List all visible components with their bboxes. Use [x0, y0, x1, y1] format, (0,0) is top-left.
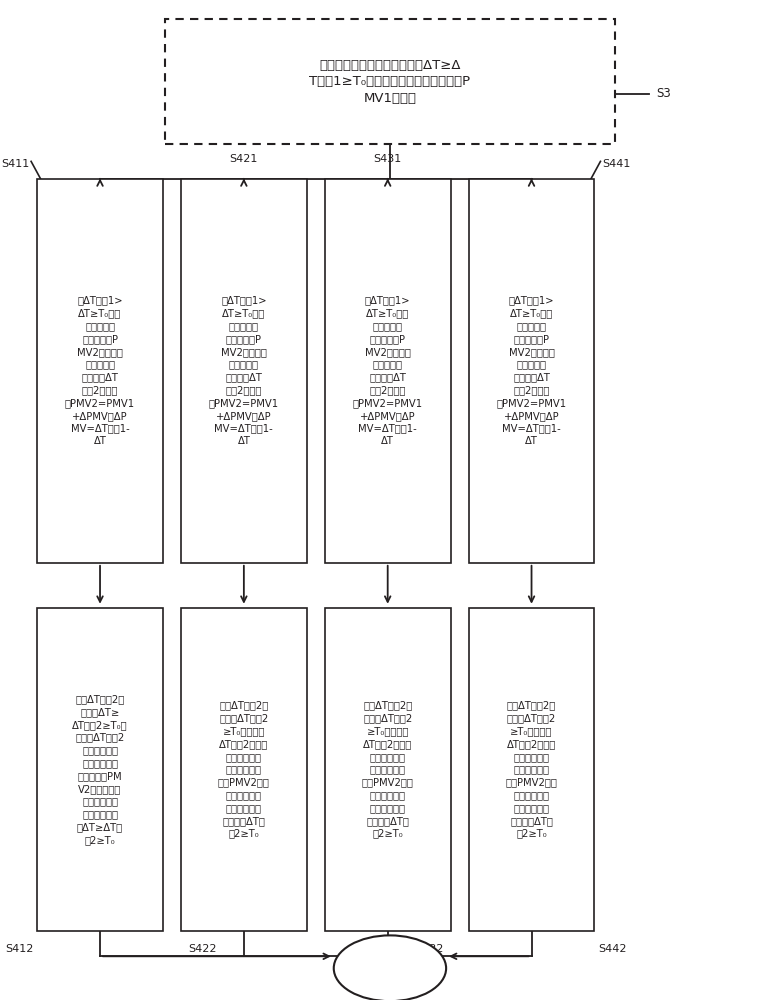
Text: 在内机阀出现反复波动时，若ΔT≥Δ
T高信1≥T₀，则控制内机阀在基准开度P
MV1下运行: 在内机阀出现反复波动时，若ΔT≥Δ T高信1≥T₀，则控制内机阀在基准开度P M… [310, 59, 470, 105]
Text: 若ΔT高信1>
ΔT≥T₀，则
控制内机阀
在修正开度P
MV2下运行，
并获取此时
的过热度ΔT
高信2，其中
，PMV2=PMV1
+ΔPMV，ΔP
MV=: 若ΔT高信1> ΔT≥T₀，则 控制内机阀 在修正开度P MV2下运行， 并获取… [353, 296, 423, 446]
Text: 结束: 结束 [381, 961, 398, 975]
Text: S411: S411 [2, 159, 29, 169]
Bar [469, 608, 594, 931]
Text: S422: S422 [188, 944, 217, 954]
Text: 获得ΔT高信2之
后，若ΔT高信2
≥T₀，则控制
ΔT高信2为目标
过热度，内机
阀保持在修正
开度PMV2下运
行，反之，则
继续调节内机
阀，直到ΔT高
: 获得ΔT高信2之 后，若ΔT高信2 ≥T₀，则控制 ΔT高信2为目标 过热度，内… [218, 701, 269, 839]
Text: 若ΔT高信1>
ΔT≥T₀，则
控制内机阀
在修正开度P
MV2下运行，
并获取此时
的过热度ΔT
高信2，其中
，PMV2=PMV1
+ΔPMV，ΔP
MV=: 若ΔT高信1> ΔT≥T₀，则 控制内机阀 在修正开度P MV2下运行， 并获取… [208, 296, 279, 446]
Ellipse shape [334, 935, 446, 1000]
Bar [469, 179, 594, 563]
Text: 若ΔT高信1>
ΔT≥T₀，则
控制内机阀
在修正开度P
MV2下运行，
并获取此时
的过热度ΔT
高信2，其中
，PMV2=PMV1
+ΔPMV，ΔP
MV=: 若ΔT高信1> ΔT≥T₀，则 控制内机阀 在修正开度P MV2下运行， 并获取… [496, 296, 567, 446]
Text: S412: S412 [5, 944, 33, 954]
Bar [325, 179, 451, 563]
Text: S431: S431 [374, 154, 401, 164]
Text: S442: S442 [598, 944, 627, 954]
Text: 获得ΔT高信2之
后，若ΔT高信2
≥T₀，则控制
ΔT高信2为目标
过热度，内机
阀保持在修正
开度PMV2下运
行，反之，则
继续调节内机
阀，直到ΔT高
: 获得ΔT高信2之 后，若ΔT高信2 ≥T₀，则控制 ΔT高信2为目标 过热度，内… [506, 701, 557, 839]
Bar [181, 608, 306, 931]
Bar [37, 608, 163, 931]
Bar [165, 19, 615, 144]
Text: S441: S441 [602, 159, 630, 169]
Text: S3: S3 [657, 87, 672, 100]
Bar [181, 179, 306, 563]
Text: S432: S432 [415, 944, 443, 954]
Text: 获得ΔT高信2之
后，若ΔT高信2
≥T₀，则控制
ΔT高信2为目标
过热度，内机
阀保持在修正
开度PMV2下运
行，反之，则
继续调节内机
阀，直到ΔT高
: 获得ΔT高信2之 后，若ΔT高信2 ≥T₀，则控制 ΔT高信2为目标 过热度，内… [362, 701, 414, 839]
Text: 获得ΔT高信2之
后，若ΔT≥
ΔT高信2≥T₀，
则控制ΔT高信2
为目标过热度
，内机阀保持
在修正开度PM
V2下运行，反
之，则继续调
节内机阀，直
到: 获得ΔT高信2之 后，若ΔT≥ ΔT高信2≥T₀， 则控制ΔT高信2 为目标过热… [73, 694, 128, 845]
Text: S421: S421 [230, 154, 258, 164]
Text: 若ΔT高信1>
ΔT≥T₀，则
控制内机阀
在修正开度P
MV2下运行，
并获取此时
的过热度ΔT
高信2，其中
，PMV2=PMV1
+ΔPMV，ΔP
MV=: 若ΔT高信1> ΔT≥T₀，则 控制内机阀 在修正开度P MV2下运行， 并获取… [65, 296, 135, 446]
Bar [325, 608, 451, 931]
Bar [37, 179, 163, 563]
